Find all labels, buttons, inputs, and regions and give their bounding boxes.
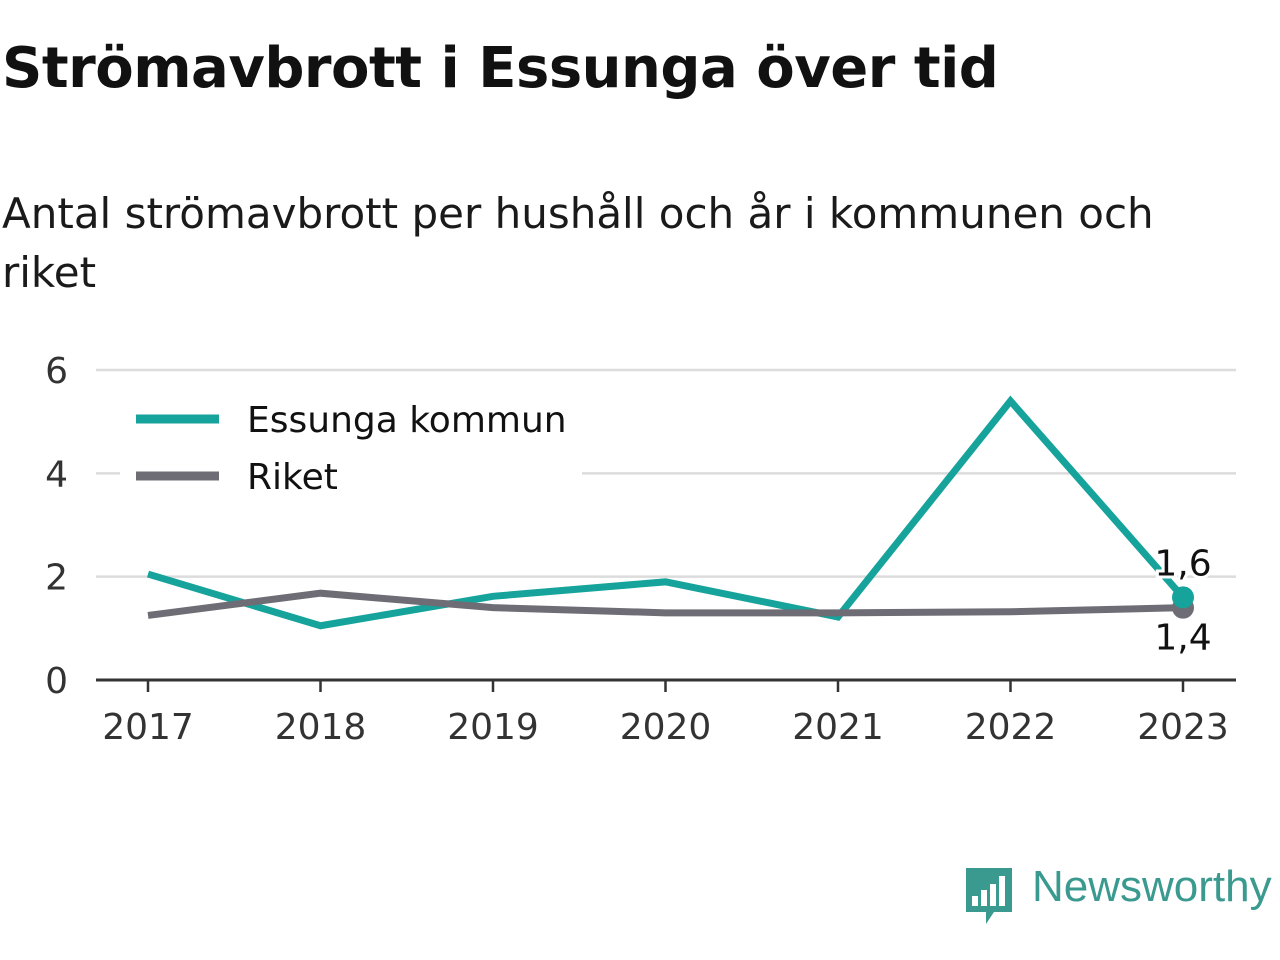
legend-label-riket: Riket [247, 457, 338, 498]
y-tick-label: 0 [45, 661, 68, 702]
y-axis-ticks: 0 2 4 6 [45, 351, 68, 702]
x-tick-label: 2019 [447, 707, 539, 748]
x-tick-label: 2021 [792, 707, 884, 748]
x-tick-label: 2017 [102, 707, 194, 748]
end-point-essunga [1172, 586, 1194, 609]
series-lines [146, 395, 1194, 630]
data-label-riket: 1,4 [1154, 618, 1211, 659]
x-tick-label: 2018 [275, 707, 367, 748]
x-axis: 2017 2018 2019 2020 2021 2022 2023 [96, 678, 1236, 748]
x-tick-label: 2020 [620, 707, 712, 748]
x-tick-label: 2022 [965, 707, 1057, 748]
y-tick-label: 6 [45, 351, 68, 392]
x-tick-label: 2023 [1137, 707, 1229, 748]
bar-chart-speech-bubble-icon [966, 868, 1012, 924]
legend-background [120, 384, 582, 504]
chart-title: Strömavbrott i Essunga över tid [2, 36, 999, 101]
newsworthy-logo: Newsworthy [964, 862, 1272, 926]
line-chart: 0 2 4 6 2017 2018 2019 2020 2021 2022 2023 Essung… [45, 351, 1236, 748]
series-line-essunga [146, 395, 1186, 630]
series-line-riket [147, 589, 1184, 619]
end-labels: 1,6 1,4 [1151, 540, 1214, 661]
legend: Essunga kommun Riket [120, 384, 582, 504]
chart-subtitle: Antal strömavbrott per hushåll och år i … [2, 189, 1154, 297]
legend-label-essunga: Essunga kommun [247, 400, 567, 441]
brand-name: Newsworthy [1032, 862, 1272, 911]
data-label-essunga: 1,6 [1154, 543, 1211, 584]
y-tick-label: 4 [45, 454, 68, 495]
y-tick-label: 2 [45, 558, 68, 599]
